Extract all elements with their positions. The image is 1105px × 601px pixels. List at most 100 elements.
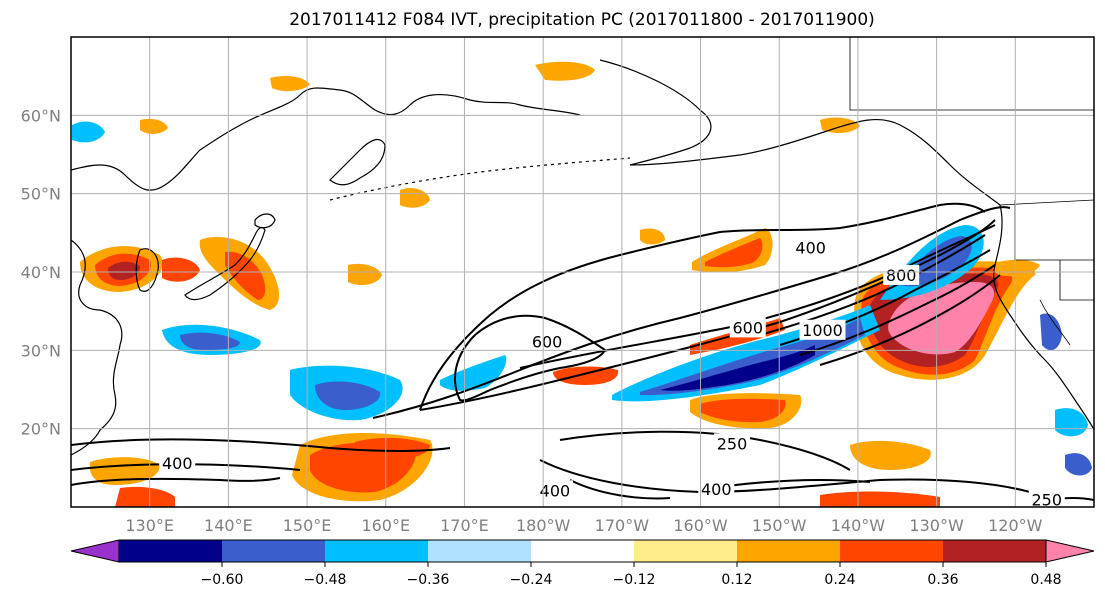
lon-tick-label-11: 120°W xyxy=(988,516,1043,535)
lon-tick-label-5: 180°W xyxy=(516,516,571,535)
map-frame xyxy=(70,36,1095,508)
contour-label-bg-6 xyxy=(714,433,751,454)
colorbar-segment-6 xyxy=(634,540,738,562)
shade-positive-north xyxy=(535,61,595,81)
shade-positive-south-central-2 xyxy=(700,398,786,423)
coastline-asia xyxy=(71,87,581,191)
colorbar-tick-label-1: −0.48 xyxy=(304,572,347,588)
contour-label-7: 400 xyxy=(701,480,732,499)
contour-label-bg-8 xyxy=(536,480,573,501)
colorbar-tick-label-4: −0.12 xyxy=(613,572,656,588)
shade-positive-south-east-2 xyxy=(820,491,940,507)
shade-positive-north-3 xyxy=(400,188,430,208)
shade-negative-band-2 xyxy=(640,318,865,396)
contour-label-9: 250 xyxy=(1032,491,1063,510)
shade-positive-south-east xyxy=(850,440,931,470)
coastline-alaska xyxy=(599,59,1001,206)
colorbar-tick-label-2: −0.36 xyxy=(407,572,450,588)
contour-label-1: 800 xyxy=(886,266,917,285)
lon-tick-label-1: 140°E xyxy=(204,516,253,535)
contour-label-bg-9 xyxy=(1028,489,1065,507)
lat-tick-label-3: 50°N xyxy=(21,185,61,204)
coastline-na-interior xyxy=(849,37,1094,111)
contour-label-5: 400 xyxy=(162,454,193,473)
lat-lon-grid xyxy=(71,37,1094,507)
contour-label-6: 250 xyxy=(717,434,748,453)
colorbar-tick-label-3: −0.24 xyxy=(510,572,553,588)
shade-positive-north-6 xyxy=(270,76,310,92)
shade-positive-west-coast-4 xyxy=(888,282,995,355)
contour-label-3: 600 xyxy=(732,318,763,337)
contour-label-0: 400 xyxy=(795,239,826,258)
coastline-korea xyxy=(135,248,159,292)
coastline-china xyxy=(71,239,123,456)
lat-tick-label-2: 40°N xyxy=(21,263,61,282)
shade-positive-mid-west xyxy=(162,257,200,282)
lon-tick-label-0: 130°E xyxy=(125,516,174,535)
contour-label-bg-7 xyxy=(698,478,735,499)
colorbar-segment-4 xyxy=(428,540,532,562)
colorbar-frame xyxy=(118,539,1047,563)
shade-positive-north-5 xyxy=(820,117,860,134)
colorbar: −0.60 −0.48 −0.36 −0.24 −0.12 0.12 0.24 0.36 0.4… xyxy=(70,539,1095,588)
figure-title: 2017011412 F084 IVT, precipitation PC (2… xyxy=(289,10,875,30)
shade-negative-japan-south-2 xyxy=(180,332,240,350)
lon-tick-label-7: 160°W xyxy=(673,516,728,535)
lat-tick-label-0: 20°N xyxy=(21,420,61,439)
ivt-contour-250-south xyxy=(71,438,451,471)
lon-tick-label-10: 130°W xyxy=(909,516,964,535)
colorbar-segment-2 xyxy=(222,540,326,562)
colorbar-extend-high xyxy=(1045,539,1095,563)
colorbar-tick-label-6: 0.24 xyxy=(824,572,855,588)
shade-positive-mid-north xyxy=(640,228,665,245)
lon-tick-label-9: 140°W xyxy=(831,516,886,535)
colorbar-tick-label-5: 0.12 xyxy=(721,572,752,588)
map-panel: 400 800 1000 600 600 400 250 400 400 250 130°E 140… xyxy=(21,36,1095,535)
colorbar-segment-9 xyxy=(943,540,1047,562)
colorbar-segment-5 xyxy=(531,540,635,562)
coastline-kamchatka xyxy=(329,138,386,186)
lon-tick-label-6: 170°W xyxy=(595,516,650,535)
latitude-tick-labels: 20°N 30°N 40°N 50°N 60°N xyxy=(21,106,61,438)
coastline-hokkaido xyxy=(254,213,276,229)
lat-tick-label-4: 60°N xyxy=(21,106,61,125)
colorbar-tick-label-7: 0.36 xyxy=(927,572,958,588)
shade-positive-japan-2 xyxy=(225,251,266,300)
shade-negative-northwest xyxy=(72,121,105,143)
shade-positive-north-4 xyxy=(140,118,168,134)
shade-positive-south-mid xyxy=(355,437,430,460)
colorbar-segment-8 xyxy=(840,540,944,562)
contour-label-bg-5 xyxy=(159,452,196,473)
lon-tick-label-2: 150°E xyxy=(283,516,332,535)
contour-label-bg-0 xyxy=(792,237,829,258)
shade-negative-band-3 xyxy=(660,345,815,391)
shade-positive-center xyxy=(553,366,619,385)
colorbar-extend-low xyxy=(70,539,120,563)
contour-label-8: 400 xyxy=(540,481,571,500)
ivt-contour-inner-1 xyxy=(799,264,996,356)
coastline-na-west xyxy=(993,204,1094,431)
ivt-contour-400 xyxy=(419,202,986,411)
colorbar-segment-7 xyxy=(737,540,841,562)
colorbar-segment-3 xyxy=(325,540,429,562)
coastlines xyxy=(71,37,1094,456)
contour-label-bg-4 xyxy=(529,331,566,352)
coastline-japan xyxy=(184,226,266,301)
lat-tick-label-1: 30°N xyxy=(21,341,61,360)
colorbar-tick-label-8: 0.48 xyxy=(1030,572,1061,588)
ivt-contour-250-north xyxy=(372,206,1011,419)
shade-positive-north-2 xyxy=(348,263,382,286)
shade-positive-south-west-3 xyxy=(115,486,175,507)
contour-label-bg-1 xyxy=(883,264,920,285)
ivt-contour-400-south xyxy=(71,477,281,486)
longitude-tick-labels: 130°E 140°E 150°E 160°E 170°E 180°W 170°W 160°W… xyxy=(125,516,1042,535)
contour-label-bg-3 xyxy=(729,317,766,338)
shade-negative-west-pacific-2 xyxy=(315,381,381,410)
contour-label-bg-2 xyxy=(799,319,846,340)
shade-negative-se xyxy=(1055,408,1088,437)
contour-label-4: 600 xyxy=(532,333,563,352)
lon-tick-label-4: 170°E xyxy=(440,516,489,535)
contour-label-2: 1000 xyxy=(802,321,843,340)
colorbar-segment-1 xyxy=(119,540,223,562)
